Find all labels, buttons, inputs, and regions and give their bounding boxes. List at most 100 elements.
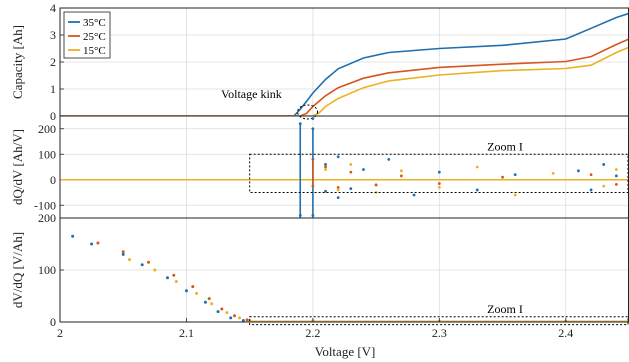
data-point <box>172 273 176 277</box>
x-tick-label: 2.1 <box>179 326 194 340</box>
data-point <box>551 171 555 175</box>
y-tick-label: 4 <box>50 1 56 15</box>
y-axis-label: dV/dQ [V/Ah] <box>10 232 25 308</box>
x-tick-label: 2 <box>57 326 63 340</box>
data-point <box>324 189 327 193</box>
data-point <box>602 184 606 188</box>
plot-area <box>60 117 629 218</box>
y-tick-label: -100 <box>34 198 56 212</box>
data-point <box>437 186 441 189</box>
data-point <box>349 170 353 174</box>
data-point <box>475 188 479 192</box>
data-point <box>174 279 178 283</box>
data-point <box>349 163 353 166</box>
plot-area <box>71 234 629 322</box>
data-point <box>195 291 199 295</box>
data-point <box>336 188 340 192</box>
data-point <box>513 193 517 197</box>
annotation-text: Voltage kink <box>221 87 282 101</box>
data-point <box>589 173 593 177</box>
axes-frame <box>59 115 629 219</box>
data-point <box>121 250 125 254</box>
data-point <box>602 163 606 166</box>
data-point <box>374 183 378 187</box>
x-axis-label: Voltage [V] <box>315 344 376 359</box>
data-point <box>238 316 242 320</box>
zoom-label: Zoom I <box>487 139 523 153</box>
legend: 35°C 25°C 15°C <box>63 11 111 59</box>
y-tick-label: 0 <box>50 315 56 329</box>
plot-area <box>60 12 629 116</box>
data-point <box>614 182 618 186</box>
data-point <box>437 170 441 174</box>
series-line-2 <box>60 46 629 116</box>
series-line-0 <box>60 12 629 116</box>
data-point <box>513 173 517 177</box>
y-tick-label: 3 <box>50 28 56 42</box>
data-point <box>225 311 229 315</box>
data-point <box>216 310 220 314</box>
data-point <box>229 316 233 320</box>
data-point <box>589 188 593 192</box>
data-point <box>153 268 157 272</box>
data-point <box>614 174 618 178</box>
legend-box <box>63 11 111 59</box>
data-point <box>614 168 618 171</box>
data-point <box>207 297 211 301</box>
data-point <box>220 307 224 311</box>
zoom-box <box>249 316 629 326</box>
y-tick-label: 200 <box>38 122 56 136</box>
y-axis-label: dQ/dV [Ah/V] <box>10 129 25 205</box>
data-point <box>362 168 365 171</box>
data-point <box>191 285 195 289</box>
zoom-label: Zoom I <box>487 302 523 316</box>
data-point <box>324 165 327 169</box>
data-point <box>203 300 207 304</box>
y-tick-label: 100 <box>38 263 56 277</box>
data-point <box>71 234 75 238</box>
data-point <box>140 263 144 267</box>
data-point <box>475 165 479 169</box>
data-point <box>412 193 416 197</box>
data-point <box>121 252 125 256</box>
legend-entry-2: 15°C <box>83 45 106 57</box>
capacity-panel: 0 1 2 3 4 Capacity [Ah] Voltage kink 35°C 25°C 15… <box>10 1 629 123</box>
y-tick-label: 100 <box>38 147 56 161</box>
data-point <box>245 318 249 322</box>
legend-entry-0: 35°C <box>83 17 106 29</box>
data-point <box>90 242 94 246</box>
data-point <box>324 163 327 166</box>
data-point <box>577 169 580 173</box>
data-point <box>336 186 340 189</box>
y-tick-label: 200 <box>38 211 56 225</box>
data-point <box>147 260 151 264</box>
y-tick-label: 0 <box>50 109 56 123</box>
data-point <box>232 314 236 318</box>
x-tick-label: 2.2 <box>305 326 320 340</box>
data-point <box>210 302 214 306</box>
data-point <box>241 318 245 322</box>
kink-marker <box>297 104 319 120</box>
dvdq-panel: 0 100 200 dV/dQ [V/Ah] Zoom I 2 2.1 2.2 2.3 2.4 Vo… <box>10 211 629 359</box>
data-point <box>184 289 188 293</box>
legend-entry-1: 25°C <box>83 31 106 43</box>
data-point <box>336 155 340 159</box>
x-tick-label: 2.3 <box>432 326 447 340</box>
data-point <box>96 241 100 245</box>
data-point <box>437 182 441 185</box>
y-axis-label: Capacity [Ah] <box>10 25 25 99</box>
y-tick-label: 2 <box>50 55 56 69</box>
x-tick-label: 2.4 <box>558 326 573 340</box>
data-point <box>400 174 403 178</box>
data-point <box>336 196 340 200</box>
data-point <box>349 187 353 191</box>
data-point <box>400 169 403 173</box>
data-point <box>501 175 504 179</box>
data-point <box>324 168 327 171</box>
data-point <box>387 157 391 161</box>
y-tick-label: 0 <box>50 173 56 187</box>
y-tick-label: 1 <box>50 82 56 96</box>
data-point <box>165 276 169 280</box>
data-point <box>128 258 132 262</box>
